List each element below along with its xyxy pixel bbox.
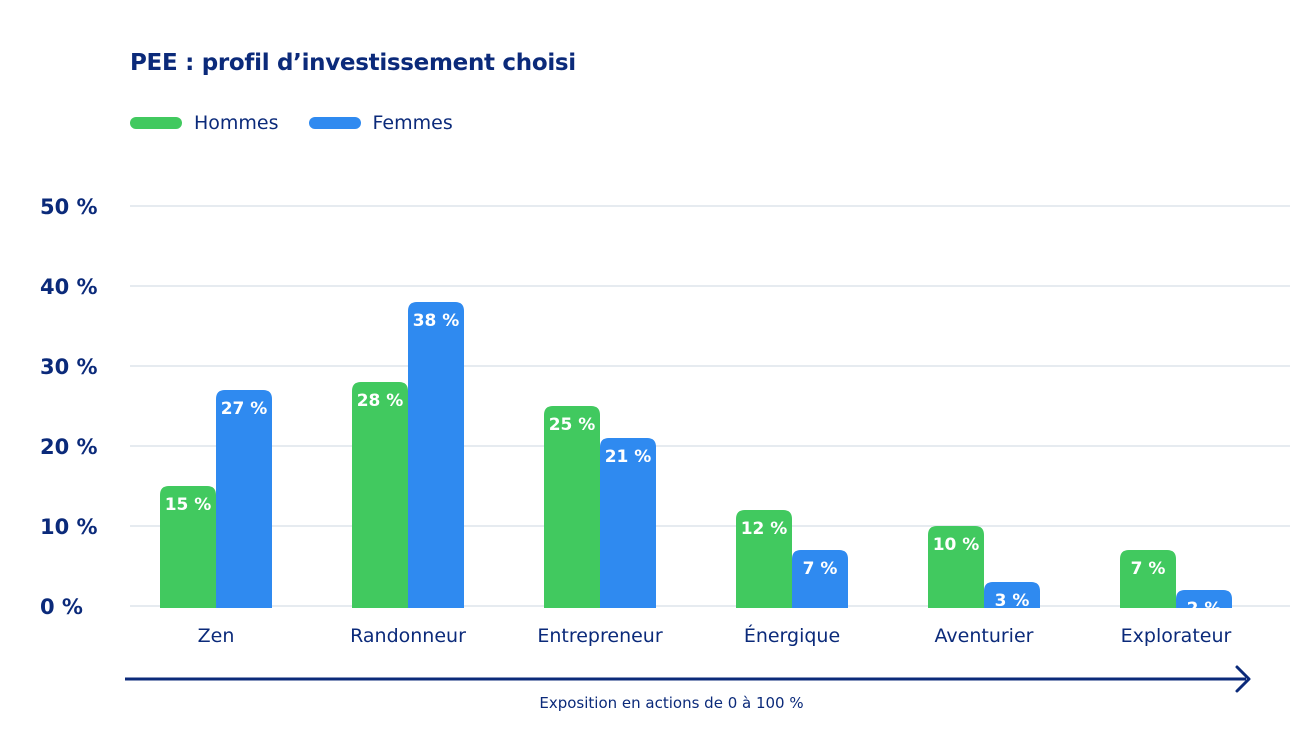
x-tick-label: Énergique	[744, 624, 840, 647]
legend-swatch-femmes	[308, 117, 361, 129]
legend-swatch-hommes	[130, 117, 182, 129]
data-label: 10 %	[933, 535, 980, 555]
legend-label-femmes: Femmes	[372, 112, 453, 134]
y-tick-label: 30 %	[40, 355, 98, 379]
bar-femmes	[408, 302, 464, 608]
legend-item-hommes: Hommes	[130, 112, 279, 134]
legend-item-femmes: Femmes	[308, 112, 453, 134]
data-label: 12 %	[741, 519, 788, 539]
x-tick-label: Aventurier	[935, 625, 1034, 647]
x-tick-label: Zen	[198, 625, 235, 647]
y-tick-label: 20 %	[40, 435, 98, 459]
bar-hommes	[928, 526, 984, 608]
x-tick-label: Entrepreneur	[537, 625, 662, 647]
bar-femmes	[216, 390, 272, 608]
chart-title: PEE : profil d’investissement choisi	[130, 50, 576, 76]
bar-hommes	[160, 486, 216, 608]
bar-femmes	[1176, 590, 1232, 608]
bar-hommes	[1120, 550, 1176, 608]
bar-femmes	[600, 438, 656, 608]
y-tick-label: 40 %	[40, 275, 98, 299]
legend: Hommes Femmes	[130, 112, 483, 134]
data-label: 38 %	[413, 311, 460, 331]
data-label: 28 %	[357, 391, 404, 411]
x-tick-label: Randonneur	[350, 625, 466, 647]
legend-label-hommes: Hommes	[194, 112, 279, 134]
x-axis-label: Exposition en actions de 0 à 100 %	[539, 694, 804, 712]
data-label: 15 %	[165, 495, 212, 515]
y-tick-label: 0 %	[40, 595, 83, 619]
bar-hommes	[352, 382, 408, 608]
arrow-head-icon	[1235, 665, 1251, 693]
x-tick-label: Explorateur	[1121, 625, 1232, 647]
bar-hommes	[544, 406, 600, 608]
data-label: 3 %	[995, 591, 1030, 611]
data-label: 7 %	[1131, 559, 1166, 579]
y-tick-label: 50 %	[40, 195, 98, 219]
data-label: 7 %	[803, 559, 838, 579]
data-label: 25 %	[549, 415, 596, 435]
data-label: 27 %	[221, 399, 268, 419]
bar-hommes	[736, 510, 792, 608]
bar-femmes	[984, 582, 1040, 608]
bar-femmes	[792, 550, 848, 608]
y-tick-label: 10 %	[40, 515, 98, 539]
data-label: 21 %	[605, 447, 652, 467]
data-label: 2 %	[1187, 599, 1222, 619]
